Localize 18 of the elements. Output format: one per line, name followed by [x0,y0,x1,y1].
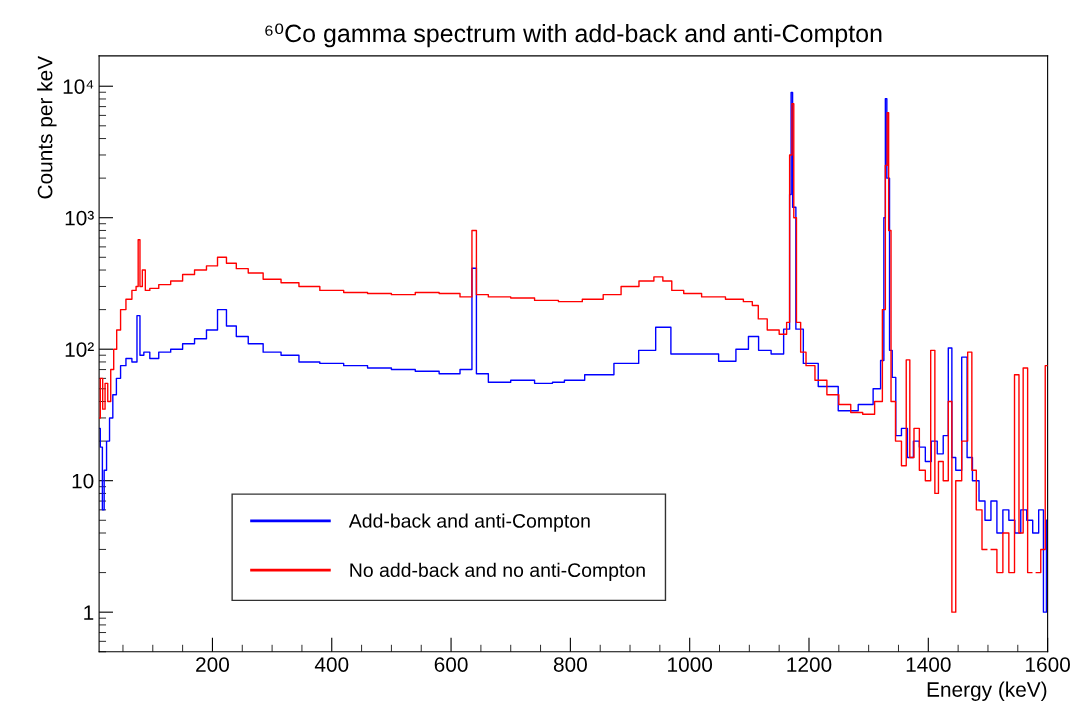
x-tick-label: 200 [196,657,230,672]
x-axis-title: Energy (keV) [927,681,1047,702]
y-tick-label: 10³ [65,210,94,226]
chart-title: ⁶⁰Co gamma spectrum with add-back and anti-Compton [265,23,882,48]
x-tick-label: 600 [434,657,468,672]
x-tick-label: 1400 [906,657,951,672]
y-tick-label: 10² [65,342,94,357]
y-tick-label: 1 [84,605,94,620]
x-tick-label: 400 [314,657,349,672]
legend-label: Add-back and anti-Compton [348,513,590,532]
x-tick-label: 1000 [668,657,713,672]
y-tick-label: 10 [72,473,94,489]
legend-label: No add-back and no anti-Compton [350,562,645,581]
x-tick-label: 1200 [787,657,832,672]
y-axis-title: Counts per keV [37,56,57,199]
x-tick-label: 1600 [1026,657,1070,672]
y-tick-label: 10⁴ [63,79,94,94]
x-tick-label: 800 [553,657,587,672]
